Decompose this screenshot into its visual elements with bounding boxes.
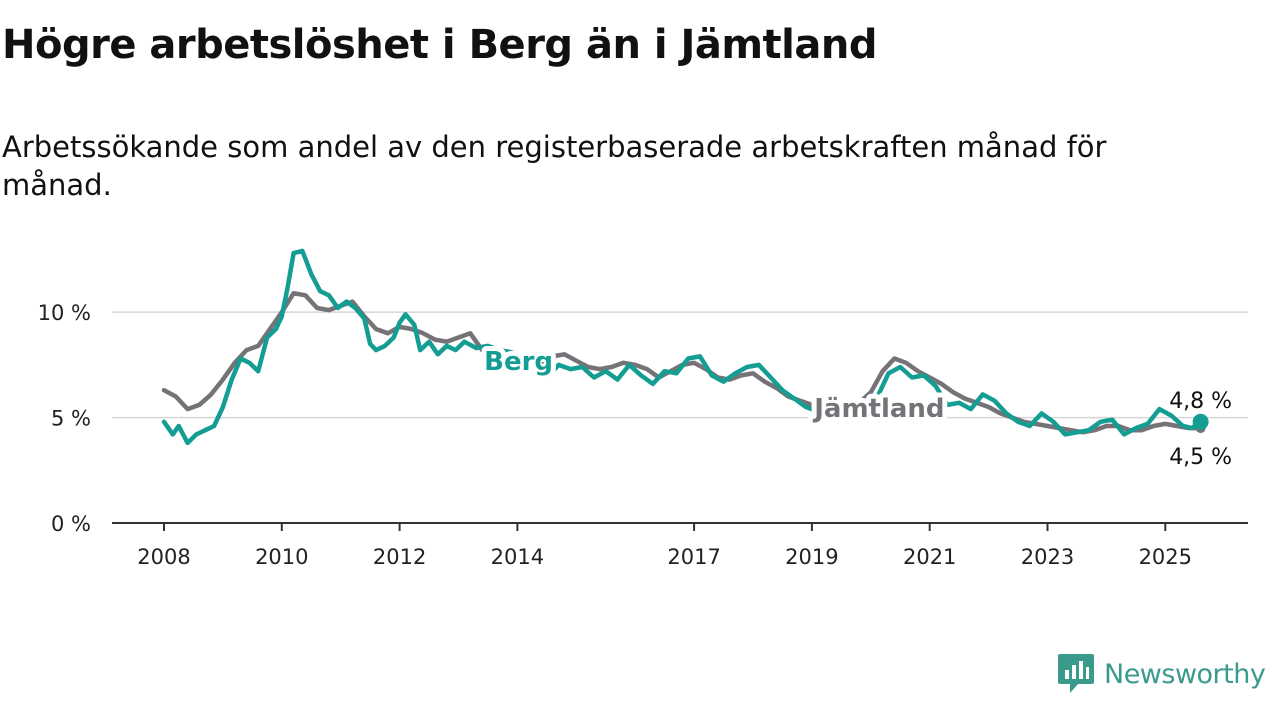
- x-tick-label: 2012: [373, 545, 426, 569]
- series-line-berg: [161, 248, 1203, 446]
- x-tick-label: 2017: [667, 545, 720, 569]
- end-label-jamtland: 4,5 %: [1169, 445, 1232, 470]
- x-tick-label: 2021: [903, 545, 956, 569]
- chart-title: Högre arbetslöshet i Berg än i Jämtland: [2, 22, 878, 68]
- series-labels: 4,8 % 4,5 % Berg Jämtland: [479, 342, 1232, 470]
- x-tick-label: 2008: [137, 545, 190, 569]
- axes: 0 % 5 % 10 % 2008 2010 2012 2014 2017 2019 2021 20…: [38, 301, 1248, 569]
- x-tick-label: 2010: [255, 545, 308, 569]
- x-tick-label: 2025: [1139, 545, 1192, 569]
- gridlines: [112, 311, 1248, 419]
- brand-name: Newsworthy: [1104, 658, 1266, 690]
- y-tick-label: 0 %: [51, 512, 91, 536]
- x-tick-label: 2019: [785, 545, 838, 569]
- x-tick-label: 2014: [491, 545, 544, 569]
- x-tick-label: 2023: [1021, 545, 1074, 569]
- newsworthy-chart-icon: [1058, 654, 1094, 693]
- end-marker-berg: [1192, 413, 1209, 430]
- series-label-berg: Berg: [484, 347, 553, 377]
- series-lines: [161, 248, 1209, 446]
- end-label-berg: 4,8 %: [1169, 389, 1232, 414]
- newsworthy-logo: Newsworthy: [1058, 654, 1266, 694]
- y-tick-label: 5 %: [51, 407, 91, 431]
- chart-subtitle: Arbetssökande som andel av den registerb…: [2, 130, 1107, 202]
- y-tick-label: 10 %: [38, 301, 91, 325]
- series-label-jamtland: Jämtland: [812, 394, 944, 424]
